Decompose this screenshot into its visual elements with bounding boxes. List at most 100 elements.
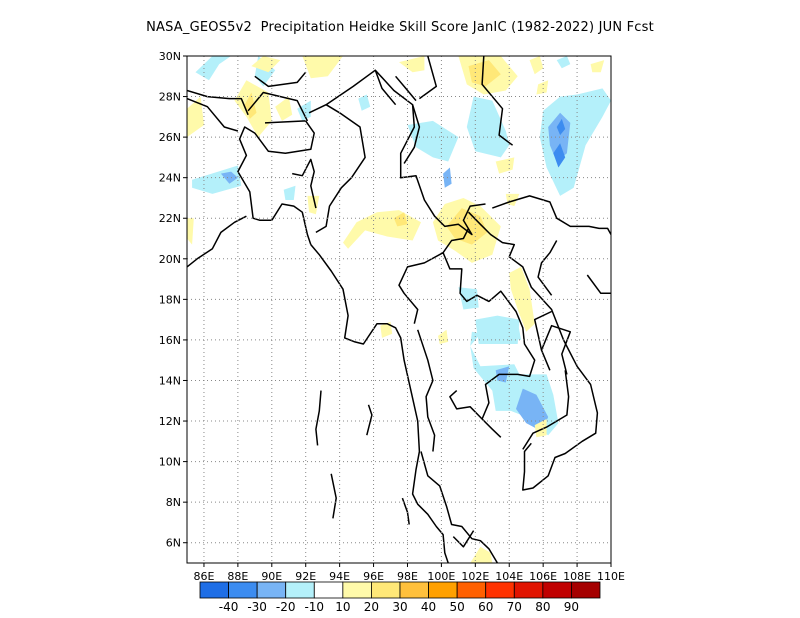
coastline xyxy=(315,390,322,446)
coastline xyxy=(449,390,502,438)
coastline xyxy=(254,71,307,88)
skill-patch-negative xyxy=(466,96,510,158)
colorbar-label: -20 xyxy=(276,600,296,614)
coastline xyxy=(310,244,449,563)
skill-patch-negative-strongest xyxy=(553,143,566,168)
skill-patch-negative-strong xyxy=(220,171,238,184)
skill-patch-positive xyxy=(307,195,320,215)
colorbar-label: 10 xyxy=(335,600,350,614)
lat-tick-label: 30N xyxy=(159,50,181,63)
skill-patch-negative xyxy=(283,185,296,200)
colorbar-label: 70 xyxy=(507,600,522,614)
skill-patch-positive xyxy=(399,56,425,73)
skill-patch-negative xyxy=(539,88,611,196)
coastline xyxy=(366,404,373,436)
skill-patch-positive xyxy=(438,329,449,344)
coastline xyxy=(374,69,397,106)
skill-patch-positive xyxy=(536,80,549,95)
colorbar-labels: -40 -30 -20 -10 10 20 30 40 50 60 70 80 90 xyxy=(219,600,579,614)
coastline xyxy=(537,240,558,296)
lat-tick-label: 16N xyxy=(159,334,181,347)
lon-tick-label: 98E xyxy=(397,570,418,583)
skill-patch-negative xyxy=(195,56,232,81)
coastline xyxy=(395,75,417,102)
skill-patch-positive xyxy=(187,218,194,245)
coastline xyxy=(330,473,337,519)
coastline xyxy=(452,530,475,548)
colorbar-swatch xyxy=(399,581,429,599)
lon-tick-label: 106E xyxy=(529,570,557,583)
lat-tick-label: 12N xyxy=(159,415,181,428)
skill-patch-positive-strong xyxy=(393,212,408,227)
coastline xyxy=(187,97,239,132)
lon-tick-label: 102E xyxy=(461,570,489,583)
skill-patch-negative xyxy=(556,56,571,69)
lon-tick-label: 88E xyxy=(227,570,248,583)
colorbar-label: -30 xyxy=(247,600,267,614)
coastline xyxy=(418,56,438,100)
lat-tick-label: 6N xyxy=(166,537,181,550)
latitude-labels: 30N 28N 26N 24N 22N 20N 18N 16N 14N 12N 10N 8N 6N xyxy=(159,50,187,550)
lon-tick-label: 90E xyxy=(261,570,282,583)
coastline xyxy=(247,91,309,122)
colorbar-swatch xyxy=(485,581,515,599)
colorbar xyxy=(199,581,601,599)
longitude-labels: 86E 88E 90E 92E 94E 96E 98E 100E 102E 104E 106E 108… xyxy=(193,563,625,583)
colorbar-swatch xyxy=(285,581,315,599)
colorbar-label: -40 xyxy=(219,600,239,614)
lat-tick-label: 20N xyxy=(159,253,181,266)
lat-tick-label: 26N xyxy=(159,131,181,144)
coastline xyxy=(187,215,247,268)
lon-tick-label: 92E xyxy=(295,570,316,583)
colorbar-swatch xyxy=(342,581,372,599)
colorbar-label: 40 xyxy=(421,600,436,614)
coastline xyxy=(586,274,611,295)
lon-tick-label: 100E xyxy=(427,570,455,583)
colorbar-swatch xyxy=(428,581,458,599)
skill-patch-positive xyxy=(275,96,293,121)
colorbar-label: 60 xyxy=(478,600,493,614)
colorbar-swatch xyxy=(256,581,287,599)
coastline xyxy=(403,104,421,164)
skill-patch-positive xyxy=(343,210,421,249)
colorbar-swatch xyxy=(513,581,544,599)
coastline xyxy=(492,195,611,235)
lat-tick-label: 22N xyxy=(159,212,181,225)
colorbar-label: 90 xyxy=(564,600,579,614)
colorbar-label: -10 xyxy=(304,600,324,614)
lat-tick-label: 28N xyxy=(159,91,181,104)
coastline xyxy=(398,251,536,420)
skill-patch-negative-strong xyxy=(516,388,549,432)
skill-patch-negative xyxy=(407,120,459,162)
coastline xyxy=(308,69,486,236)
skill-patch-positive xyxy=(529,56,544,75)
skill-patch-negative xyxy=(475,315,520,344)
colorbar-label: 50 xyxy=(450,600,465,614)
skill-patch-positive xyxy=(509,266,535,332)
lat-tick-label: 18N xyxy=(159,293,181,306)
colorbar-label: 20 xyxy=(364,600,379,614)
skill-field-layer xyxy=(187,56,611,563)
colorbar-swatch xyxy=(228,581,258,599)
map-frame xyxy=(186,55,612,564)
skill-patch-positive-strong xyxy=(468,60,501,87)
lat-tick-label: 8N xyxy=(166,496,181,509)
coastline xyxy=(540,324,572,375)
lon-tick-label: 110E xyxy=(597,570,625,583)
skill-patch-positive xyxy=(187,96,204,138)
skill-patch-positive xyxy=(495,157,515,174)
skill-patch-positive xyxy=(590,60,605,73)
colorbar-swatch xyxy=(371,581,401,599)
lat-tick-label: 10N xyxy=(159,456,181,469)
skill-patch-negative xyxy=(358,94,371,111)
skill-patch-positive xyxy=(470,546,493,563)
colorbar-swatch xyxy=(571,581,601,599)
coastline xyxy=(481,56,514,146)
colorbar-swatch xyxy=(456,581,487,599)
lat-tick-label: 24N xyxy=(159,172,181,185)
colorbar-swatch xyxy=(542,581,572,599)
grid-layer xyxy=(187,55,612,563)
coastline xyxy=(467,211,599,491)
coastline xyxy=(187,89,249,116)
